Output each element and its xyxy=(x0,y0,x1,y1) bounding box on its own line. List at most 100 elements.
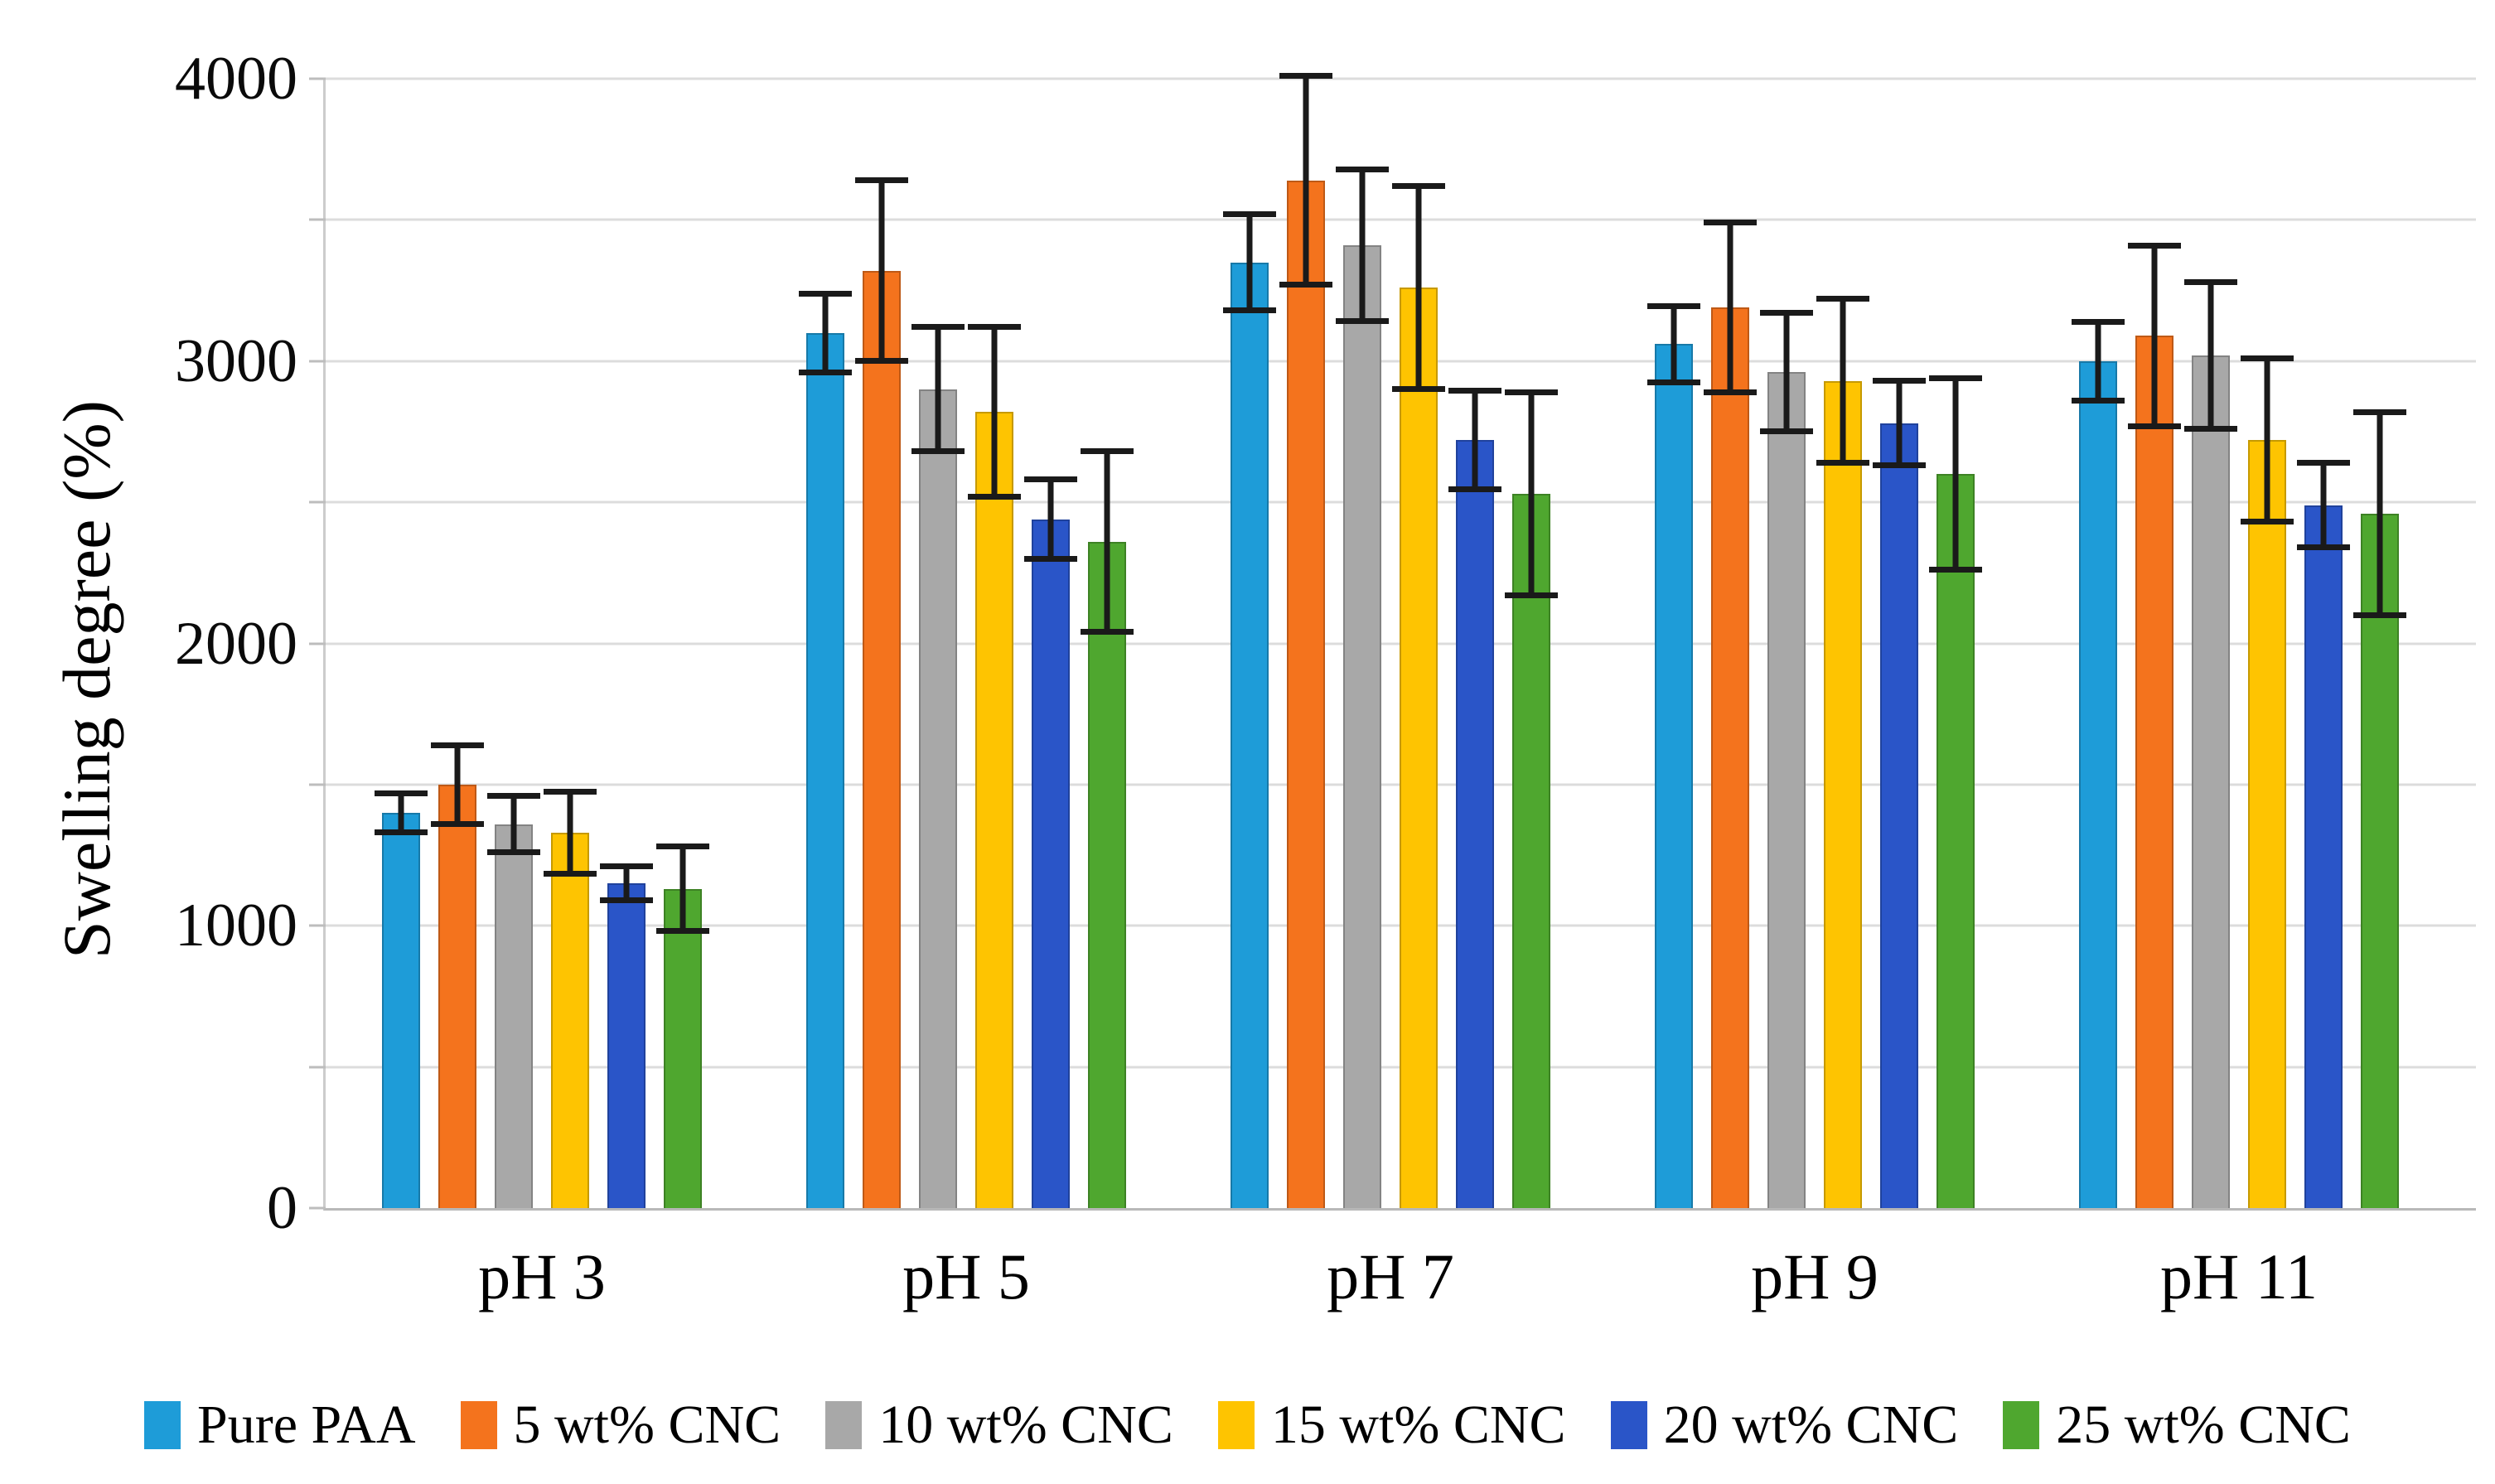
y-tick-label-0: 0 xyxy=(267,1174,297,1242)
bar-slot xyxy=(2241,79,2294,1208)
bar-10-wt%-cnc xyxy=(1767,372,1806,1208)
gridline-3500 xyxy=(326,218,2476,221)
legend-item-20-wt%-cnc: 20 wt% CNC xyxy=(1610,1394,1958,1457)
bar-slot xyxy=(1223,79,1276,1208)
legend: Pure PAA 5 wt% CNC 10 wt% CNC 15 wt% CNC 20 … xyxy=(0,1394,2495,1457)
error-bar xyxy=(1505,389,1558,598)
error-bar-line xyxy=(1472,388,1478,493)
error-bar-cap-top xyxy=(2297,460,2350,466)
bar-group-ph-9: pH 9 xyxy=(1647,79,1982,1312)
error-bar-cap-bottom xyxy=(487,849,540,856)
error-bar-cap-top xyxy=(2241,355,2294,361)
y-tick-mark-3500 xyxy=(309,218,326,221)
bar-pure-paa xyxy=(382,812,420,1208)
error-bar-cap-bottom xyxy=(1760,428,1813,435)
error-bar-line xyxy=(2264,355,2270,525)
bar-slot xyxy=(1647,79,1700,1208)
error-bar xyxy=(2241,355,2294,525)
error-bar-cap-top xyxy=(1647,302,1700,309)
error-bar-cap-top xyxy=(2072,318,2125,325)
legend-item-15-wt%-cnc: 15 wt% CNC xyxy=(1217,1394,1566,1457)
bar-slot xyxy=(1336,79,1389,1208)
bar-slot xyxy=(375,79,428,1208)
error-bar xyxy=(2128,242,2181,429)
bar-15-wt%-cnc xyxy=(1400,288,1438,1208)
error-bar xyxy=(1704,220,1757,395)
legend-label: 5 wt% CNC xyxy=(513,1395,781,1455)
bar-5-wt%-cnc xyxy=(438,784,476,1208)
error-bar-cap-top xyxy=(1760,310,1813,317)
bar-slot xyxy=(1816,79,1869,1208)
error-bar-line xyxy=(1104,448,1110,636)
error-bar-cap-top xyxy=(968,324,1021,331)
error-bar-line xyxy=(567,789,573,877)
bar-20-wt%-cnc xyxy=(1032,519,1070,1208)
bar-slot xyxy=(911,79,965,1208)
bar-slot xyxy=(2128,79,2181,1208)
error-bar xyxy=(431,742,484,827)
error-bar xyxy=(1873,378,1926,469)
legend-swatch xyxy=(144,1401,181,1449)
bar-slot xyxy=(2184,79,2237,1208)
bar-slot xyxy=(431,79,484,1208)
y-tick-label-1000: 1000 xyxy=(175,892,297,960)
x-tick-label-ph-9: pH 9 xyxy=(1751,1240,1879,1312)
bar-10-wt%-cnc xyxy=(495,824,533,1208)
error-bar-line xyxy=(454,742,461,827)
bar-slot xyxy=(1760,79,1813,1208)
bar-10-wt%-cnc xyxy=(1343,245,1381,1208)
error-bar-cap-bottom xyxy=(1223,307,1276,313)
error-bar-cap-top xyxy=(1448,388,1501,394)
bar-slot xyxy=(1505,79,1558,1208)
error-bar-cap-top xyxy=(1336,166,1389,172)
error-bar-cap-bottom xyxy=(1929,567,1982,573)
bar-slot xyxy=(656,79,709,1208)
error-bar-cap-top xyxy=(1223,211,1276,218)
error-bar-line xyxy=(2207,278,2214,432)
error-bar xyxy=(1760,310,1813,435)
error-bar xyxy=(1647,302,1700,385)
error-bar-cap-bottom xyxy=(2297,544,2350,551)
error-bar-cap-bottom xyxy=(2184,425,2237,432)
bar-slot xyxy=(487,79,540,1208)
error-bar-line xyxy=(1896,378,1903,469)
bar-pure-paa xyxy=(1655,344,1693,1208)
error-bar-cap-top xyxy=(799,290,852,297)
error-bar-cap-bottom xyxy=(1873,462,1926,469)
error-bar-line xyxy=(1727,220,1733,395)
error-bar-cap-bottom xyxy=(1279,282,1332,288)
bar-slot xyxy=(544,79,597,1208)
bar-slot xyxy=(1279,73,1332,1208)
bar-slot xyxy=(1704,79,1757,1208)
error-bar-line xyxy=(2377,408,2383,618)
bar-group-ph-5: pH 5 xyxy=(799,79,1134,1312)
error-bar-cap-bottom xyxy=(1505,592,1558,598)
error-bar-line xyxy=(1840,296,1846,466)
error-bar-cap-bottom xyxy=(911,448,965,455)
error-bar-cap-top xyxy=(1024,476,1077,483)
error-bar xyxy=(2072,318,2125,404)
bar-25-wt%-cnc xyxy=(664,888,702,1208)
error-bar-cap-top xyxy=(911,324,965,331)
error-bar-cap-top xyxy=(2353,408,2406,415)
error-bar-cap-top xyxy=(1816,296,1869,302)
y-tick-mark-500 xyxy=(309,1066,326,1069)
bar-slot xyxy=(1929,79,1982,1208)
bar-5-wt%-cnc xyxy=(863,270,901,1208)
bar-20-wt%-cnc xyxy=(607,883,646,1208)
error-bar-cap-top xyxy=(1279,73,1332,80)
bar-25-wt%-cnc xyxy=(2361,513,2399,1208)
error-bar-line xyxy=(398,790,404,836)
y-tick-label-4000: 4000 xyxy=(175,45,297,113)
bar-slot xyxy=(2072,79,2125,1208)
bar-5-wt%-cnc xyxy=(1711,307,1749,1208)
error-bar-line xyxy=(822,290,829,375)
bar-20-wt%-cnc xyxy=(1880,423,1918,1208)
legend-swatch xyxy=(2003,1401,2040,1449)
bar-5-wt%-cnc xyxy=(2135,336,2173,1208)
y-tick-mark-1500 xyxy=(309,783,326,786)
error-bar-cap-top xyxy=(1929,375,1982,381)
bar-group-ph-7: pH 7 xyxy=(1223,73,1558,1312)
error-bar xyxy=(375,790,428,836)
bar-slot xyxy=(1081,79,1134,1208)
